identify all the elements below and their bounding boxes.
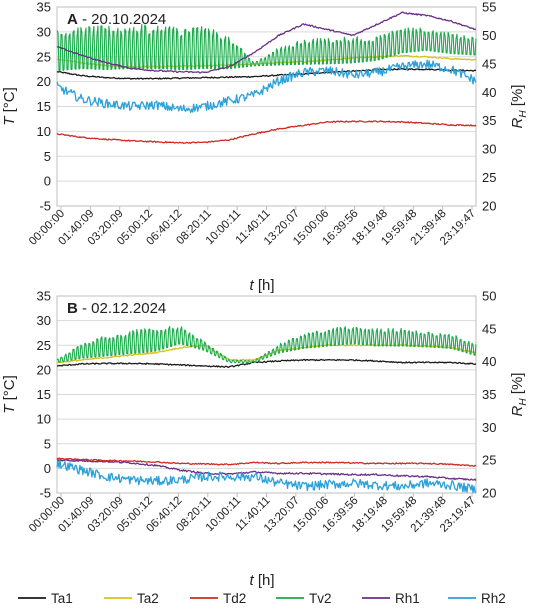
y2-tick-label: 45 [482, 321, 496, 336]
y2-tick-label: 25 [482, 170, 496, 185]
y-axis-label: T [°C] [1, 375, 18, 414]
y2-tick-label: 50 [482, 289, 496, 304]
y-tick-label: -5 [39, 486, 51, 501]
y2-tick-label: 35 [482, 387, 496, 402]
series-line-rh1 [56, 11, 477, 74]
y2-tick-label: 30 [482, 142, 496, 157]
series-line-ta1 [56, 358, 477, 369]
legend-label-rh1: Rh1 [395, 591, 420, 606]
series-line-tv2 [56, 325, 477, 364]
y2-tick-label: 55 [482, 0, 496, 15]
y2-tick-label: 35 [482, 113, 496, 128]
series-line-rh2 [56, 459, 477, 494]
y2-tick-label: 20 [482, 199, 496, 214]
y-tick-label: 25 [37, 49, 51, 64]
series-line-ta1 [56, 67, 477, 80]
y2-tick-label: 45 [482, 56, 496, 71]
panel-letter: A [67, 11, 78, 28]
y-tick-label: 5 [44, 149, 51, 164]
y-tick-label: 10 [37, 124, 51, 139]
legend-label-tv2: Tv2 [309, 591, 332, 606]
y2-tick-label: 25 [482, 453, 496, 468]
y2-tick-label: 40 [482, 354, 496, 369]
chart-panel-b: -5051015202530352025303540455000:00:0001… [1, 289, 529, 590]
series-line-rh1 [56, 459, 477, 481]
y-tick-label: 30 [37, 313, 51, 328]
y-tick-label: 15 [37, 99, 51, 114]
y2-axis-label: RH [%] [509, 373, 529, 417]
panel-date: - 20.10.2024 [78, 11, 166, 28]
panel-date: - 02.12.2024 [78, 300, 166, 317]
y-tick-label: 5 [44, 436, 51, 451]
legend-label-rh2: Rh2 [481, 591, 506, 606]
legend: Ta1 Ta2 Td2 Tv2 Rh1 Rh2 [18, 591, 506, 606]
chart-panel-a: -505101520253035202530354045505500:00:00… [1, 0, 529, 294]
y-tick-label: 35 [37, 0, 51, 15]
y-axis-label: T [°C] [1, 87, 18, 126]
y-tick-label: 0 [44, 461, 51, 476]
series-line-td2 [56, 457, 477, 467]
y-tick-label: 15 [37, 387, 51, 402]
y2-tick-label: 50 [482, 28, 496, 43]
legend-label-td2: Td2 [223, 591, 246, 606]
panel-title: A - 20.10.2024 [67, 11, 166, 28]
y2-tick-label: 30 [482, 420, 496, 435]
y2-axis-label: RH [%] [509, 85, 529, 129]
y-tick-label: 10 [37, 412, 51, 427]
y-tick-label: -5 [39, 199, 51, 214]
y-tick-label: 0 [44, 174, 51, 189]
series-line-rh2 [56, 59, 477, 114]
y-tick-label: 30 [37, 24, 51, 39]
y-tick-label: 25 [37, 338, 51, 353]
panel-letter: B [67, 300, 78, 317]
panel-title: B - 02.12.2024 [67, 300, 166, 317]
x-axis-label: t [h] [249, 572, 274, 589]
y2-tick-label: 40 [482, 85, 496, 100]
y2-tick-label: 20 [482, 486, 496, 501]
y-tick-label: 35 [37, 289, 51, 304]
y-tick-label: 20 [37, 74, 51, 89]
y-tick-label: 20 [37, 362, 51, 377]
legend-label-ta2: Ta2 [137, 591, 159, 606]
x-axis-label: t [h] [249, 277, 274, 294]
series-line-td2 [56, 120, 477, 144]
legend-label-ta1: Ta1 [51, 591, 73, 606]
series-line-tv2 [56, 23, 477, 72]
